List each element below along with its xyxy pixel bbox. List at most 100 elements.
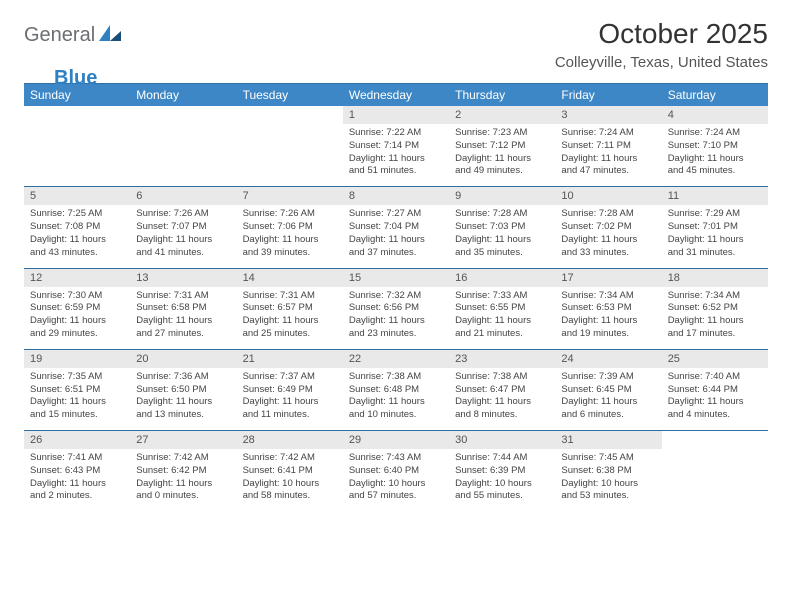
day-number-cell: 17 <box>555 269 661 287</box>
sunset-text: Sunset: 6:48 PM <box>349 384 443 397</box>
sunrise-text: Sunrise: 7:26 AM <box>136 208 230 221</box>
sunrise-text: Sunrise: 7:44 AM <box>455 452 549 465</box>
day-details-cell: Sunrise: 7:34 AMSunset: 6:53 PMDaylight:… <box>555 287 661 350</box>
sunset-text: Sunset: 6:47 PM <box>455 384 549 397</box>
day-header-row: Sunday Monday Tuesday Wednesday Thursday… <box>24 84 768 106</box>
sunrise-text: Sunrise: 7:42 AM <box>136 452 230 465</box>
daylight-text: Daylight: 11 hours and 41 minutes. <box>136 234 230 260</box>
day-header-tuesday: Tuesday <box>237 84 343 106</box>
day-details-cell: Sunrise: 7:41 AMSunset: 6:43 PMDaylight:… <box>24 449 130 511</box>
daylight-text: Daylight: 11 hours and 17 minutes. <box>668 315 762 341</box>
day-details-cell: Sunrise: 7:37 AMSunset: 6:49 PMDaylight:… <box>237 368 343 431</box>
title-area: October 2025 Colleyville, Texas, United … <box>555 18 768 75</box>
sunset-text: Sunset: 6:42 PM <box>136 465 230 478</box>
daylight-text: Daylight: 11 hours and 37 minutes. <box>349 234 443 260</box>
day-number-cell: 27 <box>130 431 236 449</box>
day-number-cell: 29 <box>343 431 449 449</box>
daylight-text: Daylight: 11 hours and 29 minutes. <box>30 315 124 341</box>
daylight-text: Daylight: 10 hours and 57 minutes. <box>349 478 443 504</box>
day-number-cell: 6 <box>130 187 236 205</box>
sunset-text: Sunset: 6:59 PM <box>30 302 124 315</box>
day-number-cell: 10 <box>555 187 661 205</box>
sunrise-text: Sunrise: 7:23 AM <box>455 127 549 140</box>
day-details-cell: Sunrise: 7:42 AMSunset: 6:42 PMDaylight:… <box>130 449 236 511</box>
daylight-text: Daylight: 10 hours and 58 minutes. <box>243 478 337 504</box>
day-number-cell <box>662 431 768 449</box>
daylight-text: Daylight: 11 hours and 33 minutes. <box>561 234 655 260</box>
logo-text-general: General <box>24 24 95 47</box>
daylight-text: Daylight: 11 hours and 23 minutes. <box>349 315 443 341</box>
day-number-cell: 3 <box>555 106 661 124</box>
sunrise-text: Sunrise: 7:43 AM <box>349 452 443 465</box>
daylight-text: Daylight: 11 hours and 19 minutes. <box>561 315 655 341</box>
sunset-text: Sunset: 6:39 PM <box>455 465 549 478</box>
day-details-cell: Sunrise: 7:31 AMSunset: 6:57 PMDaylight:… <box>237 287 343 350</box>
sunset-text: Sunset: 6:57 PM <box>243 302 337 315</box>
sunset-text: Sunset: 6:41 PM <box>243 465 337 478</box>
day-details-cell <box>130 124 236 187</box>
daylight-text: Daylight: 11 hours and 45 minutes. <box>668 153 762 179</box>
sunset-text: Sunset: 6:55 PM <box>455 302 549 315</box>
daylight-text: Daylight: 11 hours and 21 minutes. <box>455 315 549 341</box>
day-details-cell: Sunrise: 7:34 AMSunset: 6:52 PMDaylight:… <box>662 287 768 350</box>
sunset-text: Sunset: 7:11 PM <box>561 140 655 153</box>
day-details-cell: Sunrise: 7:25 AMSunset: 7:08 PMDaylight:… <box>24 205 130 268</box>
page-header: General October 2025 Colleyville, Texas,… <box>24 18 768 75</box>
day-details-cell: Sunrise: 7:38 AMSunset: 6:48 PMDaylight:… <box>343 368 449 431</box>
day-details-cell: Sunrise: 7:28 AMSunset: 7:03 PMDaylight:… <box>449 205 555 268</box>
day-details-cell: Sunrise: 7:40 AMSunset: 6:44 PMDaylight:… <box>662 368 768 431</box>
day-number-row: 19202122232425 <box>24 350 768 368</box>
daylight-text: Daylight: 11 hours and 35 minutes. <box>455 234 549 260</box>
sunset-text: Sunset: 7:12 PM <box>455 140 549 153</box>
sunset-text: Sunset: 7:08 PM <box>30 221 124 234</box>
sunset-text: Sunset: 6:56 PM <box>349 302 443 315</box>
day-details-cell: Sunrise: 7:24 AMSunset: 7:10 PMDaylight:… <box>662 124 768 187</box>
day-details-row: Sunrise: 7:25 AMSunset: 7:08 PMDaylight:… <box>24 205 768 268</box>
sunrise-text: Sunrise: 7:34 AM <box>561 290 655 303</box>
sunset-text: Sunset: 7:04 PM <box>349 221 443 234</box>
day-number-cell <box>24 106 130 124</box>
day-details-cell: Sunrise: 7:43 AMSunset: 6:40 PMDaylight:… <box>343 449 449 511</box>
day-details-cell: Sunrise: 7:26 AMSunset: 7:07 PMDaylight:… <box>130 205 236 268</box>
sunset-text: Sunset: 6:40 PM <box>349 465 443 478</box>
sunset-text: Sunset: 6:38 PM <box>561 465 655 478</box>
sunset-text: Sunset: 6:52 PM <box>668 302 762 315</box>
day-number-cell: 26 <box>24 431 130 449</box>
sunrise-text: Sunrise: 7:32 AM <box>349 290 443 303</box>
day-number-cell: 9 <box>449 187 555 205</box>
sunrise-text: Sunrise: 7:37 AM <box>243 371 337 384</box>
day-header-saturday: Saturday <box>662 84 768 106</box>
day-details-cell: Sunrise: 7:45 AMSunset: 6:38 PMDaylight:… <box>555 449 661 511</box>
sunrise-text: Sunrise: 7:31 AM <box>243 290 337 303</box>
sunset-text: Sunset: 6:51 PM <box>30 384 124 397</box>
day-number-cell: 1 <box>343 106 449 124</box>
day-details-cell: Sunrise: 7:35 AMSunset: 6:51 PMDaylight:… <box>24 368 130 431</box>
day-number-cell: 24 <box>555 350 661 368</box>
day-details-cell <box>237 124 343 187</box>
day-number-cell: 12 <box>24 269 130 287</box>
sunset-text: Sunset: 6:58 PM <box>136 302 230 315</box>
daylight-text: Daylight: 11 hours and 13 minutes. <box>136 396 230 422</box>
sunrise-text: Sunrise: 7:39 AM <box>561 371 655 384</box>
day-number-cell: 5 <box>24 187 130 205</box>
day-number-cell: 28 <box>237 431 343 449</box>
day-details-cell: Sunrise: 7:33 AMSunset: 6:55 PMDaylight:… <box>449 287 555 350</box>
day-details-cell: Sunrise: 7:26 AMSunset: 7:06 PMDaylight:… <box>237 205 343 268</box>
daylight-text: Daylight: 11 hours and 31 minutes. <box>668 234 762 260</box>
sunrise-text: Sunrise: 7:29 AM <box>668 208 762 221</box>
day-details-cell: Sunrise: 7:30 AMSunset: 6:59 PMDaylight:… <box>24 287 130 350</box>
sunset-text: Sunset: 6:50 PM <box>136 384 230 397</box>
day-details-cell: Sunrise: 7:31 AMSunset: 6:58 PMDaylight:… <box>130 287 236 350</box>
sunrise-text: Sunrise: 7:31 AM <box>136 290 230 303</box>
day-number-cell: 21 <box>237 350 343 368</box>
day-number-cell: 4 <box>662 106 768 124</box>
logo-text-blue: Blue <box>54 67 97 90</box>
day-details-cell <box>24 124 130 187</box>
daylight-text: Daylight: 11 hours and 6 minutes. <box>561 396 655 422</box>
calendar-table: Sunday Monday Tuesday Wednesday Thursday… <box>24 84 768 511</box>
daylight-text: Daylight: 11 hours and 11 minutes. <box>243 396 337 422</box>
sunrise-text: Sunrise: 7:24 AM <box>668 127 762 140</box>
day-details-row: Sunrise: 7:22 AMSunset: 7:14 PMDaylight:… <box>24 124 768 187</box>
day-number-cell: 23 <box>449 350 555 368</box>
sunset-text: Sunset: 7:01 PM <box>668 221 762 234</box>
